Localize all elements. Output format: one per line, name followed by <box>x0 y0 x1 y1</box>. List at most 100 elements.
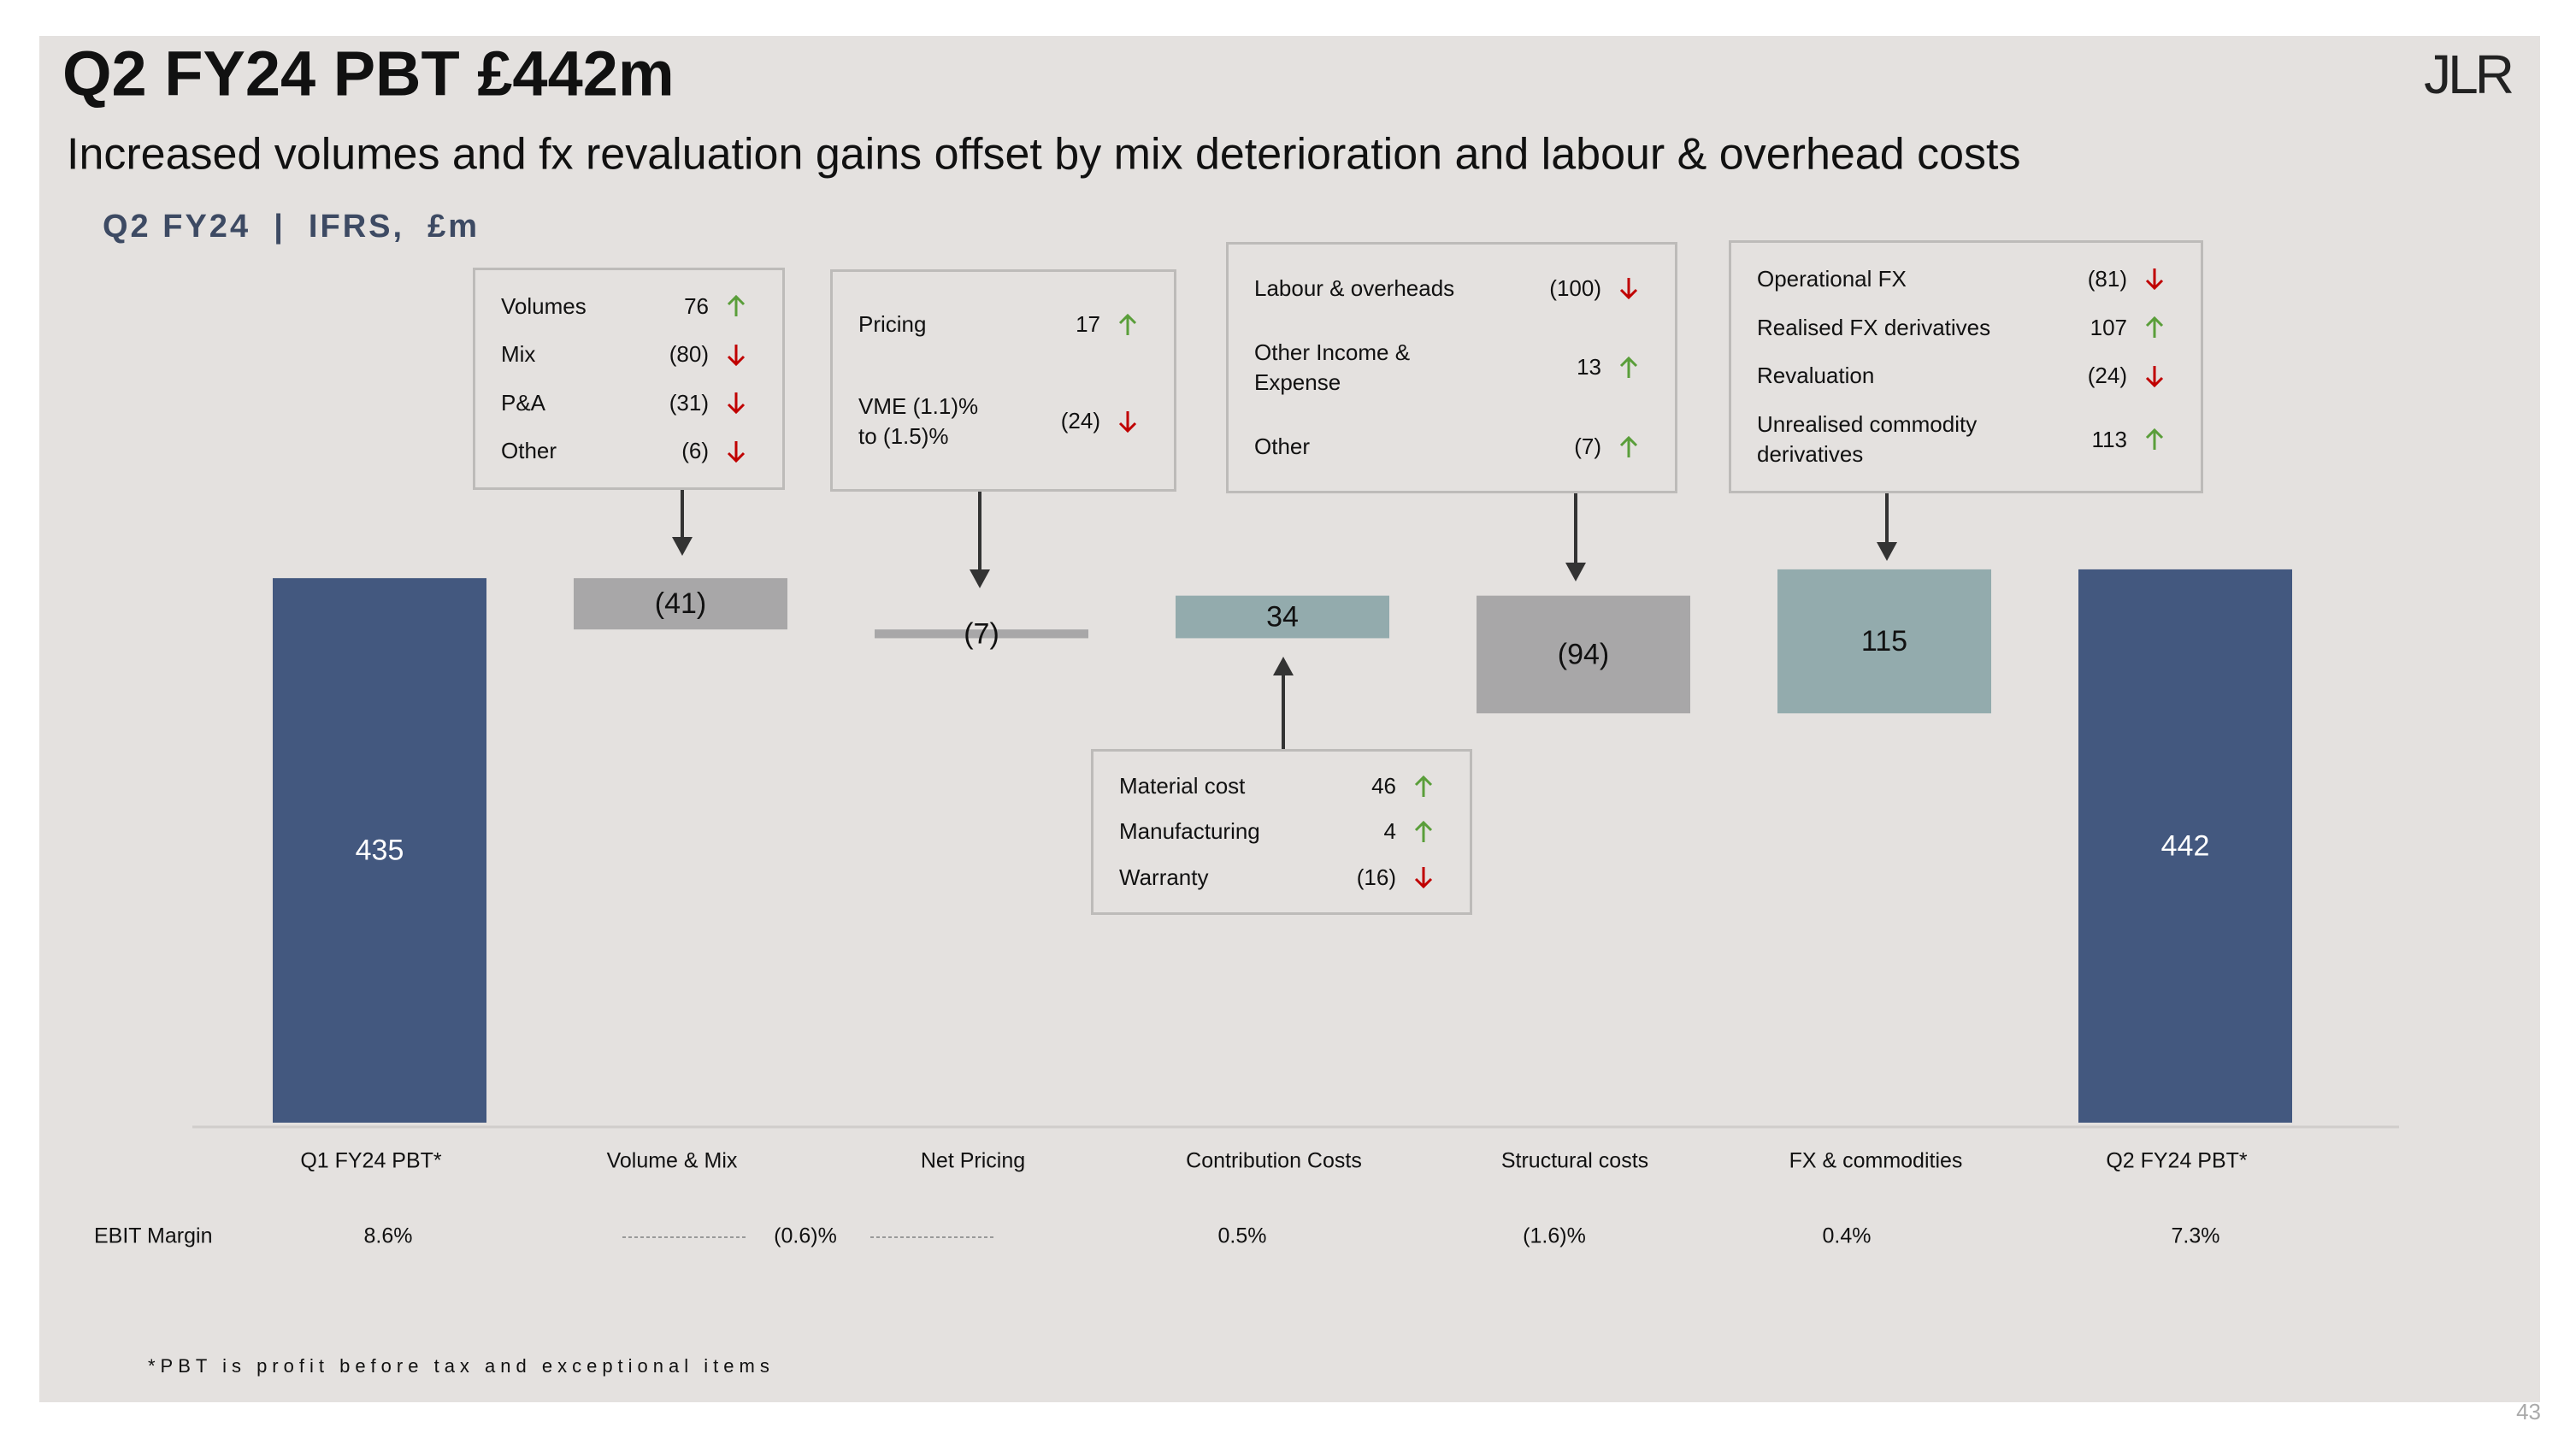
arrow-up <box>1118 313 1137 335</box>
arrow-cell <box>709 439 763 463</box>
arrow-cell <box>1396 820 1451 844</box>
breakdown-box: Volumes 76 Mix (80) P&A (31) Other (6) <box>473 268 785 490</box>
item-label: Realised FX derivatives <box>1757 314 1991 340</box>
arrow-icon <box>727 392 746 415</box>
bar <box>2078 569 2292 1123</box>
item-value: 113 <box>2091 426 2127 452</box>
item-label: Other <box>1254 433 1311 459</box>
value-label: 442 <box>2161 829 2210 862</box>
item-value: (6) <box>681 438 709 464</box>
item-value: 4 <box>1383 818 1396 845</box>
breakdown-box: Operational FX (81) Realised FX derivative… <box>1729 240 2203 493</box>
item-label: Material cost <box>1119 773 1246 799</box>
margin-row-label: EBIT Margin <box>94 1224 212 1248</box>
connector-head <box>1565 563 1586 581</box>
arrow-icon <box>2145 268 2164 291</box>
item-value: (16) <box>1356 864 1396 890</box>
connector-head <box>1877 542 1897 561</box>
item-value: (24) <box>1060 408 1100 434</box>
breakdown-row: Volumes 76 <box>501 292 763 321</box>
arrow-down <box>1118 410 1137 433</box>
arrow-icon <box>727 295 746 317</box>
bar <box>1477 595 1690 714</box>
breakdown-row: VME (1.1)% to (1.5)% (24) <box>858 392 1155 451</box>
item-label: Other <box>501 438 557 464</box>
item-label: Other Income & Expense <box>1254 339 1411 395</box>
arrow-cell <box>1601 276 1656 300</box>
bar <box>574 578 787 630</box>
margin-value: 0.4% <box>1823 1224 1872 1248</box>
arrow-icon <box>1118 313 1137 335</box>
item-label: Unrealised commodity derivatives <box>1757 410 1978 468</box>
margin-value: 7.3% <box>2172 1224 2220 1248</box>
category-label: Contribution Costs <box>1186 1149 1362 1173</box>
connector-head <box>1273 657 1294 675</box>
item-label: Revaluation <box>1757 363 1875 389</box>
item-value: 46 <box>1371 773 1396 799</box>
item-label: Operational FX <box>1757 265 1907 292</box>
arrow-icon <box>2145 365 2164 387</box>
breakdown-row: Material cost 46 <box>1119 771 1451 801</box>
arrow-cell <box>709 294 763 318</box>
breakdown-row: Realised FX derivatives 107 <box>1757 313 2182 343</box>
item-label: Pricing <box>858 311 927 338</box>
arrow-down <box>1414 867 1433 889</box>
category-label: Q2 FY24 PBT* <box>2106 1149 2248 1173</box>
bar <box>1176 595 1389 639</box>
arrow-icon <box>1118 410 1137 433</box>
breakdown-box: Material cost 46 Manufacturing 4 Warranty (16… <box>1091 749 1472 915</box>
value-label: (94) <box>1558 638 1609 670</box>
margin-value: 0.5% <box>1218 1224 1267 1248</box>
breakdown-row: Warranty (16) <box>1119 863 1451 893</box>
value-label: (41) <box>655 587 706 620</box>
item-value: 76 <box>684 292 709 319</box>
margin-value: 8.6% <box>364 1224 413 1248</box>
margin-value: (1.6)% <box>1523 1224 1586 1248</box>
arrow-up <box>2145 428 2164 451</box>
arrow-down <box>1619 278 1638 300</box>
title: Q2 FY24 PBT £442m <box>62 38 675 109</box>
connector-head <box>970 569 990 588</box>
item-value: (7) <box>1574 433 1601 459</box>
category-label: FX & commodities <box>1789 1149 1963 1173</box>
breakdown-row: Revaluation (24) <box>1757 361 2182 391</box>
arrow-up <box>2145 316 2164 339</box>
arrow-icon <box>1414 775 1433 797</box>
breakdown-row: Manufacturing 4 <box>1119 817 1451 846</box>
arrow-down <box>2145 365 2164 387</box>
item-label: Volumes <box>501 292 587 319</box>
arrow-down <box>727 392 746 415</box>
bar <box>273 578 486 1123</box>
item-value: (100) <box>1549 274 1601 301</box>
arrow-icon <box>2145 316 2164 339</box>
item-value: 107 <box>2090 314 2127 340</box>
value-label: 435 <box>356 835 404 867</box>
arrow-down <box>727 440 746 463</box>
breakdown-row: Labour & overheads (100) <box>1254 274 1656 304</box>
arrow-up <box>1414 775 1433 797</box>
breakdown-row: Operational FX (81) <box>1757 264 2182 294</box>
arrow-cell <box>1396 865 1451 889</box>
arrow-cell <box>2127 267 2182 291</box>
breakdown-row: Other (6) <box>501 436 763 466</box>
breakdown-row: Mix (80) <box>501 339 763 369</box>
value-label: 34 <box>1266 601 1299 634</box>
breakdown-box: Pricing 17 VME (1.1)% to (1.5)% (24) <box>830 269 1176 492</box>
arrow-icon <box>2145 428 2164 451</box>
margin-value: (0.6)% <box>774 1224 837 1248</box>
arrow-cell <box>1396 775 1451 799</box>
subtitle: Increased volumes and fx revaluation gai… <box>67 130 2020 180</box>
unit-label: Q2 FY24 | IFRS, £m <box>103 209 480 245</box>
arrow-cell <box>709 343 763 367</box>
breakdown-row: Unrealised commodity derivatives 113 <box>1757 410 2182 469</box>
arrow-up <box>1619 435 1638 457</box>
item-value: (31) <box>669 389 709 416</box>
bar <box>875 629 1088 639</box>
category-label: Structural costs <box>1501 1149 1648 1173</box>
item-label: Labour & overheads <box>1254 274 1455 301</box>
arrow-cell <box>2127 364 2182 388</box>
item-label: Manufacturing <box>1119 818 1260 845</box>
arrow-cell <box>2127 428 2182 451</box>
category-label: Q1 FY24 PBT* <box>300 1149 442 1173</box>
